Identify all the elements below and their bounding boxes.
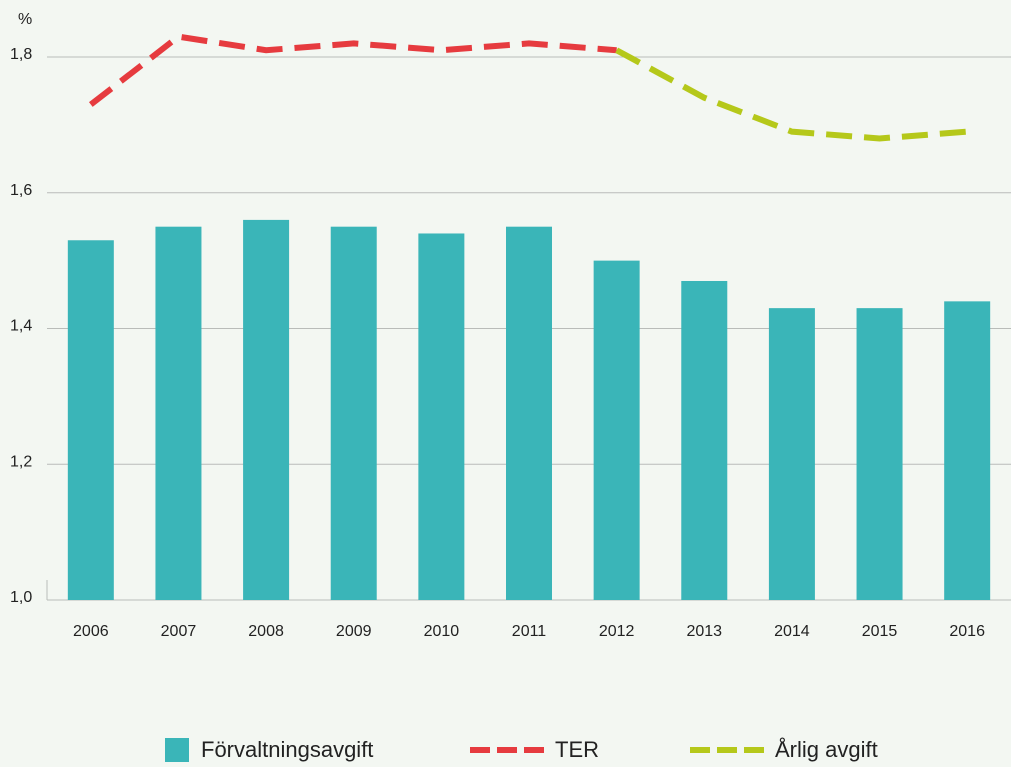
x-tick-label: 2006: [73, 623, 109, 640]
x-tick-label: 2009: [336, 623, 372, 640]
legend-swatch: [165, 738, 189, 762]
bar: [418, 233, 465, 600]
bar: [67, 240, 114, 600]
legend-label: TER: [555, 737, 599, 762]
bar: [155, 226, 202, 600]
bar: [768, 308, 815, 600]
legend-label: Årlig avgift: [775, 737, 878, 762]
x-tick-label: 2016: [949, 623, 985, 640]
bar: [593, 260, 640, 600]
x-tick-label: 2014: [774, 623, 810, 640]
bar: [506, 226, 552, 600]
y-tick-label: 1,0: [10, 589, 32, 606]
line: [615, 47, 968, 142]
legend-label: Förvaltningsavgift: [201, 737, 373, 762]
unit-label: %: [18, 11, 32, 28]
x-tick-label: 2008: [248, 623, 284, 640]
x-tick-label: 2015: [862, 623, 898, 640]
y-tick-label: 1,2: [10, 453, 32, 470]
bar: [243, 219, 290, 600]
bar: [330, 226, 377, 600]
y-tick-label: 1,4: [10, 318, 32, 335]
y-tick-label: 1,8: [10, 46, 32, 63]
x-tick-label: 2013: [686, 623, 722, 640]
bar: [681, 280, 728, 600]
bar: [856, 308, 903, 600]
y-tick-label: 1,6: [10, 182, 32, 199]
x-tick-label: 2011: [512, 623, 547, 640]
x-tick-label: 2012: [599, 623, 635, 640]
x-tick-label: 2010: [424, 623, 460, 640]
bar: [944, 301, 991, 600]
x-tick-label: 2007: [161, 623, 197, 640]
line: [88, 33, 617, 107]
